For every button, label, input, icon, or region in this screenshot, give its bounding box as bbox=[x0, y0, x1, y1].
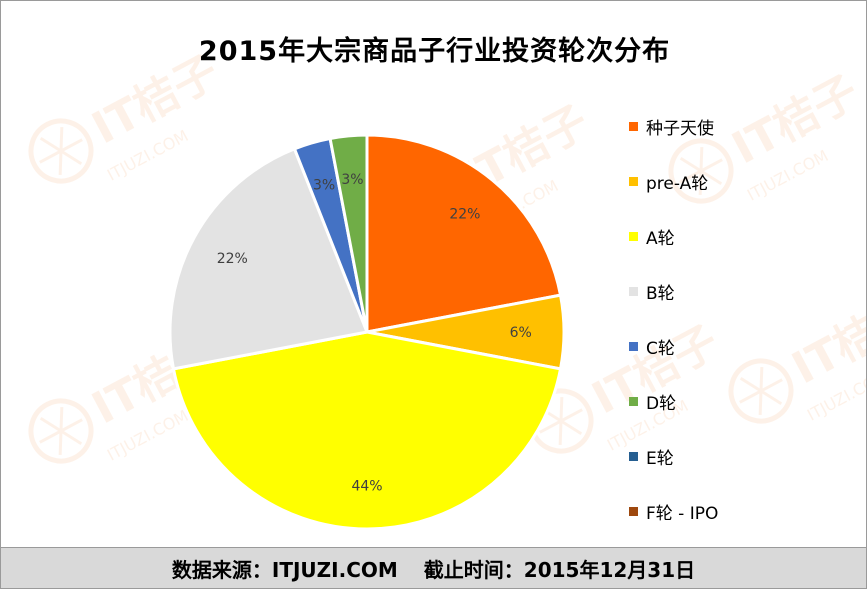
footer-source: 数据来源：ITJUZI.COM bbox=[171, 558, 398, 582]
legend-label: C轮 bbox=[646, 338, 675, 359]
pie-data-label: 22% bbox=[217, 251, 248, 267]
pie-slice bbox=[171, 330, 563, 531]
legend-swatch bbox=[629, 341, 638, 351]
pie-data-label: 22% bbox=[449, 207, 480, 223]
legend-item: B轮 bbox=[629, 278, 849, 304]
legend-label: 种子天使 bbox=[646, 118, 714, 139]
legend-item: pre-A轮 bbox=[629, 168, 849, 194]
legend-label: pre-A轮 bbox=[646, 173, 709, 194]
legend-item: E轮 bbox=[629, 443, 849, 469]
legend-label: A轮 bbox=[646, 228, 675, 249]
legend-label: D轮 bbox=[646, 393, 677, 414]
legend-item: F轮 - IPO bbox=[629, 498, 849, 524]
legend-swatch bbox=[629, 121, 638, 131]
pie-data-label: 6% bbox=[510, 325, 532, 341]
legend-item: D轮 bbox=[629, 388, 849, 414]
footer-cutoff: 截止时间：2015年12月31日 bbox=[423, 558, 696, 582]
pie-slice bbox=[168, 146, 370, 371]
legend-swatch bbox=[629, 231, 638, 241]
footer-bar: 数据来源：ITJUZI.COM 截止时间：2015年12月31日 bbox=[1, 547, 866, 588]
legend-item: 种子天使 bbox=[629, 113, 849, 139]
legend-item: A轮 bbox=[629, 223, 849, 249]
pie-data-label: 3% bbox=[341, 172, 363, 188]
legend-swatch bbox=[629, 451, 638, 461]
legend-swatch bbox=[629, 396, 638, 406]
legend-swatch bbox=[629, 176, 638, 186]
chart-title: 2015年大宗商品子行业投资轮次分布 bbox=[198, 36, 671, 67]
pie-chart: 22% 6% 44% 22% 3% 3% bbox=[168, 133, 566, 531]
pie-data-label: 3% bbox=[313, 177, 335, 193]
legend-label: B轮 bbox=[646, 283, 675, 304]
legend-label: E轮 bbox=[646, 448, 674, 469]
legend-label: F轮 - IPO bbox=[646, 503, 719, 524]
legend-swatch bbox=[629, 506, 638, 516]
pie-data-label: 44% bbox=[351, 479, 382, 495]
legend-item: C轮 bbox=[629, 333, 849, 359]
legend-swatch bbox=[629, 286, 638, 296]
pie-slice bbox=[365, 133, 563, 334]
pie-slice bbox=[328, 133, 369, 333]
